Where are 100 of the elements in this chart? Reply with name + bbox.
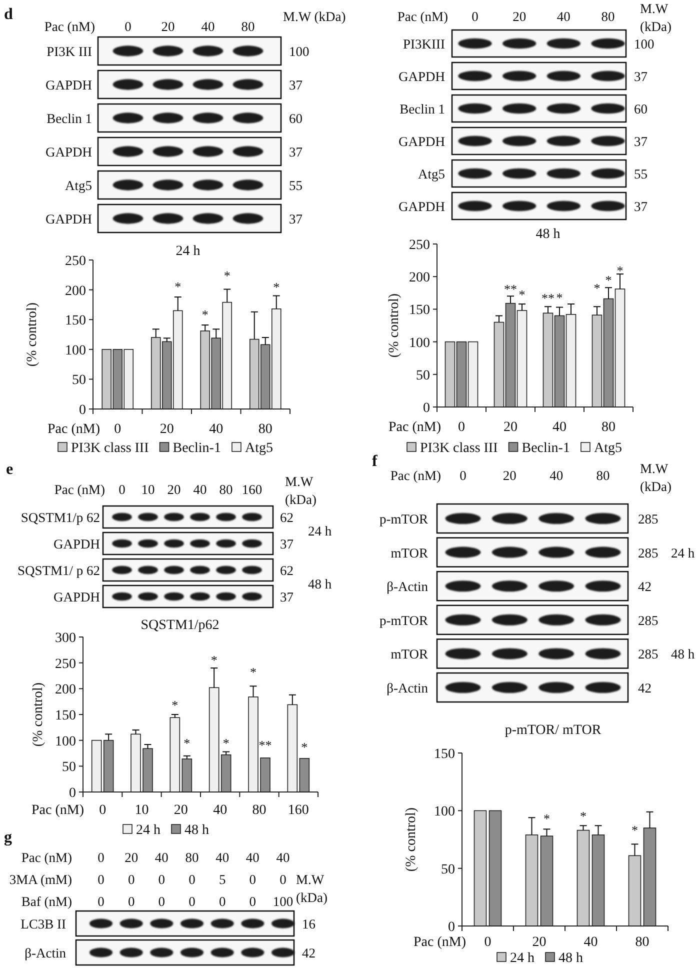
y-tick-label: 50: [72, 373, 86, 388]
category-label: 20: [512, 9, 526, 24]
category-label: 80: [596, 468, 610, 483]
category-label: 37: [634, 134, 648, 149]
category-label: 10: [141, 482, 155, 497]
y-tick-label: 100: [409, 336, 430, 351]
legend-label: PI3K class III: [71, 441, 150, 456]
category-label: 100: [289, 44, 310, 59]
annotation: *: [172, 698, 178, 712]
annotation: **: [504, 282, 517, 297]
category-label: 60: [289, 111, 302, 126]
y-tick-label: 100: [434, 804, 455, 820]
category-label: 37: [289, 78, 302, 92]
annotation: **: [542, 290, 554, 306]
category-label: 37: [289, 144, 302, 160]
category-label: GAPDH: [45, 212, 92, 226]
text: 48 h: [308, 576, 332, 592]
x-tick-label: 20: [174, 803, 188, 818]
y-axis-title: (% control): [31, 682, 46, 747]
annotation: *: [250, 664, 256, 680]
category-label: 42: [302, 946, 316, 960]
y-tick-label: 300: [55, 631, 76, 646]
category-label: 20: [502, 468, 517, 483]
category-label: mTOR: [390, 646, 428, 662]
text: 24 h: [308, 523, 332, 538]
category-label: 80: [185, 850, 199, 865]
category-label: SQSTM1/ p 62: [17, 563, 100, 578]
text: Pac (nM): [44, 19, 95, 34]
chart-title: 24 h: [176, 244, 200, 259]
category-label: β-Actin: [386, 680, 428, 696]
category-label: 40: [276, 850, 290, 865]
category-label: 37: [634, 69, 648, 84]
x-axis-title: Pac (nM): [48, 422, 100, 437]
category-label: 16: [302, 916, 316, 932]
y-tick-label: 250: [409, 238, 430, 253]
category-label: PI3K III: [46, 44, 92, 59]
annotation: *: [273, 279, 280, 294]
annotation: *: [580, 808, 586, 824]
category-label: 40: [193, 482, 207, 497]
x-tick-label: 20: [532, 935, 546, 950]
category-label: p-mTOR: [379, 512, 428, 526]
x-tick-label: 0: [99, 803, 106, 818]
category-label: 40: [550, 468, 564, 483]
x-tick-label: 0: [458, 420, 465, 435]
category-label: GAPDH: [53, 536, 100, 552]
annotation: *: [184, 735, 190, 750]
category-label: 285: [638, 512, 658, 526]
category-label: Atg5: [418, 166, 445, 182]
category-label: 40: [201, 19, 215, 34]
annotation: *: [301, 739, 308, 754]
text: e: [6, 461, 14, 478]
category-label: PI3KIII: [403, 36, 445, 52]
y-tick-label: 0: [448, 920, 455, 935]
text: M.W (kDa): [283, 9, 346, 24]
x-tick-label: 40: [584, 935, 598, 950]
x-tick-label: 10: [134, 803, 149, 818]
y-tick-label: 150: [409, 303, 430, 318]
chart-title: p-mTOR/ mTOR: [504, 723, 602, 738]
y-axis-title: (% control): [387, 293, 402, 358]
x-tick-label: 80: [258, 422, 272, 437]
annotation: *: [210, 652, 218, 668]
category-label: 0: [188, 894, 196, 909]
text: g: [4, 829, 12, 846]
chart-title: 48 h: [536, 227, 560, 242]
annotation: *: [224, 268, 230, 284]
y-tick-label: 50: [416, 368, 430, 384]
y-tick-label: 200: [55, 682, 76, 698]
text: 3MA (mM): [9, 872, 72, 887]
annotation: *: [202, 306, 208, 322]
category-label: 100: [634, 36, 654, 52]
annotation: *: [616, 262, 624, 278]
x-tick-label: 80: [602, 420, 616, 435]
y-tick-label: 100: [65, 343, 86, 358]
category-label: 0: [98, 894, 105, 909]
category-label: 0: [249, 872, 256, 887]
y-tick-label: 150: [65, 314, 86, 329]
y-tick-label: 250: [65, 254, 86, 269]
text: Pac (nM): [54, 482, 105, 497]
y-axis-title: (% control): [25, 302, 40, 367]
x-tick-label: 0: [484, 935, 492, 950]
annotation: *: [222, 735, 230, 750]
category-label: GAPDH: [398, 199, 445, 214]
category-label: LC3B II: [20, 916, 66, 932]
x-axis-title: Pac (nM): [32, 803, 84, 818]
category-label: 5: [218, 872, 226, 887]
category-label: 20: [161, 19, 175, 34]
legend-label: Beclin-1: [522, 441, 570, 456]
annotation: **: [258, 738, 272, 752]
category-label: 60: [634, 102, 648, 116]
annotation: *: [518, 286, 526, 302]
category-label: SQSTM1/p 62: [20, 510, 100, 525]
category-label: 37: [634, 199, 648, 214]
text: Pac (nM): [397, 9, 448, 24]
y-tick-label: 50: [62, 760, 76, 776]
category-label: β-Actin: [24, 946, 66, 960]
text: M.W (kDa): [296, 872, 328, 905]
text: M.W (kDa): [285, 474, 316, 507]
category-label: 37: [280, 536, 294, 552]
category-label: mTOR: [390, 545, 428, 560]
annotation: *: [594, 280, 600, 296]
